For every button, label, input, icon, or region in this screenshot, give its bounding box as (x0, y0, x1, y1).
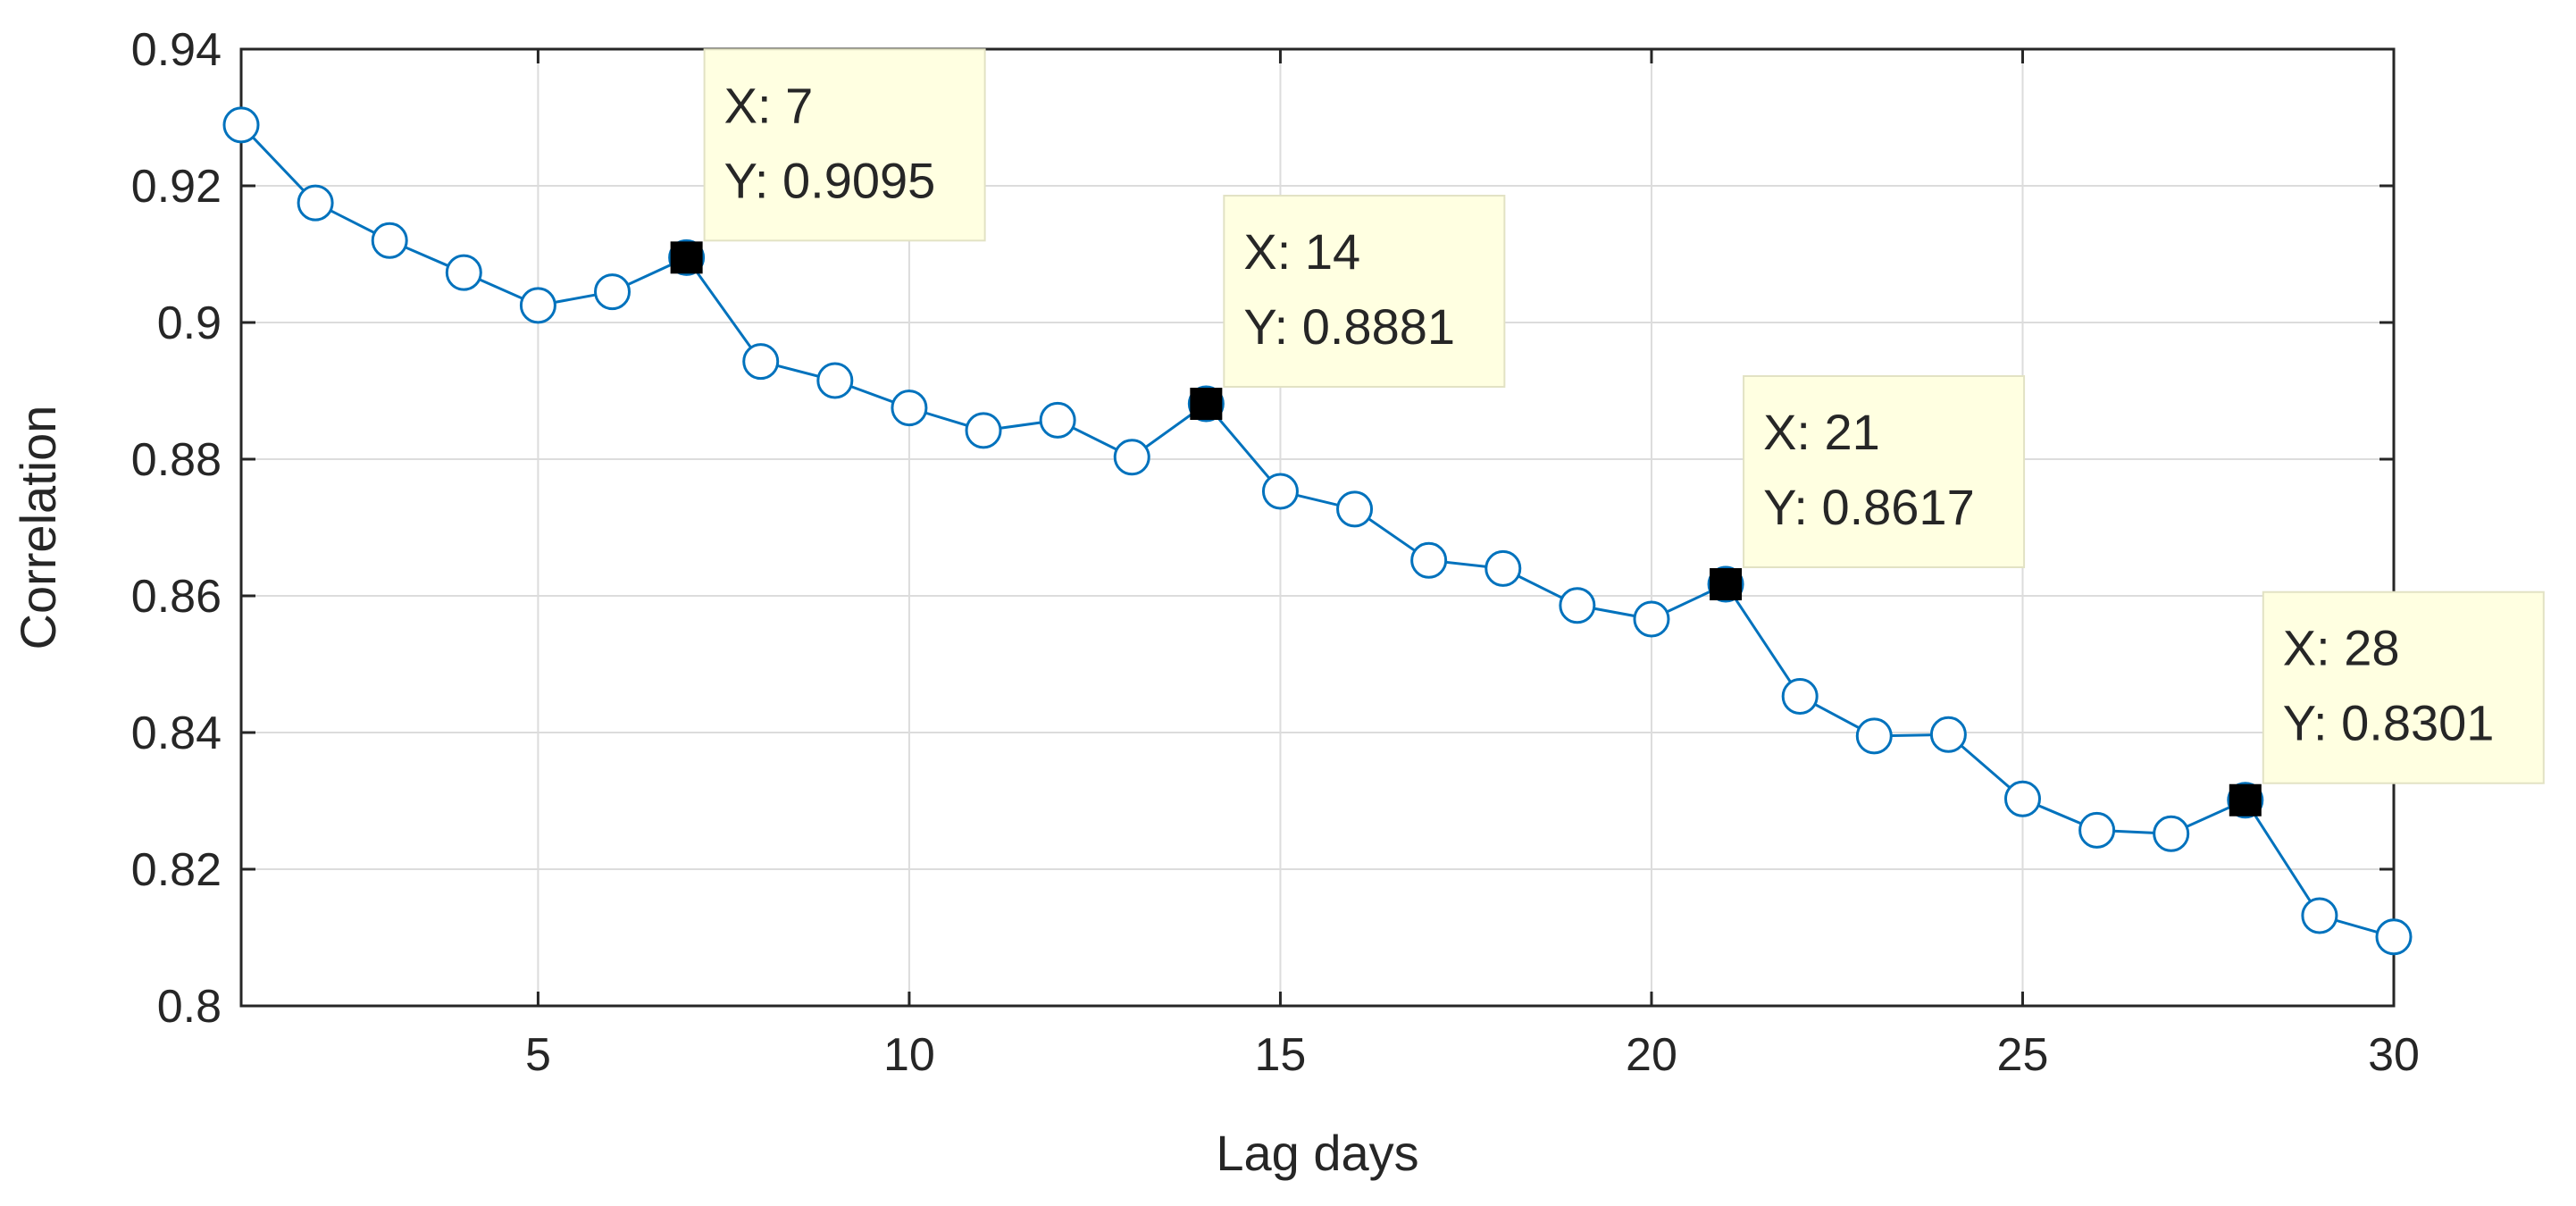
y-axis-ticks: 0.8 0.82 0.84 0.86 0.88 0.9 0.92 0.94 (131, 24, 2394, 1033)
data-point (1039, 401, 1076, 439)
data-point (1633, 600, 1670, 638)
datatip-marker (1710, 567, 1743, 600)
x-tick-label: 20 (1626, 1029, 1677, 1081)
data-point (1485, 549, 1522, 587)
x-tick-label: 25 (1997, 1029, 2049, 1081)
data-point (2375, 918, 2413, 956)
datatip-box (703, 48, 986, 242)
datatip-x-label: X: 14 (1243, 223, 1360, 280)
datatip-marker (1190, 388, 1223, 421)
data-point (222, 106, 260, 144)
x-tick-label: 5 (525, 1029, 551, 1081)
y-tick-label: 0.88 (131, 434, 222, 486)
data-point (2078, 811, 2116, 849)
y-tick-label: 0.84 (131, 708, 222, 759)
y-tick-label: 0.82 (131, 844, 222, 896)
datatip-y-label: Y: 0.8301 (2283, 695, 2495, 751)
datatip-marker (670, 241, 703, 274)
data-point (297, 184, 334, 222)
datatip-y-label: Y: 0.9095 (724, 152, 936, 208)
y-tick-label: 0.9 (157, 297, 222, 349)
datatip: X: 7 Y: 0.9095 (670, 48, 986, 274)
data-point (519, 287, 556, 324)
data-point (1113, 439, 1150, 476)
data-point (594, 273, 631, 311)
data-point (1261, 473, 1299, 510)
data-point (2153, 815, 2190, 852)
data-point (445, 254, 482, 291)
data-point (1559, 587, 1596, 624)
x-axis-label: Lag days (1216, 1125, 1418, 1181)
y-tick-label: 0.94 (131, 24, 222, 76)
data-point (1855, 717, 1893, 755)
datatip-box (2262, 590, 2545, 784)
series-correlation (222, 106, 2413, 956)
y-axis-label: Correlation (10, 406, 66, 650)
datatip: X: 14 Y: 0.8881 (1190, 195, 1506, 421)
data-point (2301, 897, 2338, 934)
datatip-x-label: X: 28 (2283, 620, 2400, 676)
y-tick-label: 0.92 (131, 161, 222, 213)
data-point (1336, 490, 1374, 528)
data-point (891, 389, 928, 427)
x-tick-label: 15 (1255, 1029, 1307, 1081)
plot-area-frame (239, 47, 2396, 1008)
data-point (742, 343, 780, 381)
data-point (816, 362, 854, 399)
data-point (1929, 716, 1967, 753)
datatip-y-label: Y: 0.8881 (1243, 298, 1455, 355)
datatip-x-label: X: 21 (1763, 404, 1880, 460)
x-tick-label: 10 (883, 1029, 935, 1081)
datatip-marker (2229, 783, 2262, 817)
data-point (2003, 780, 2041, 817)
datatip-box (1223, 195, 1506, 389)
datatip: X: 28 Y: 0.8301 (2229, 590, 2545, 817)
data-point (1410, 541, 1448, 579)
datatip-x-label: X: 7 (724, 77, 814, 133)
x-tick-label: 30 (2368, 1029, 2420, 1081)
data-point (371, 222, 408, 259)
y-tick-label: 0.8 (157, 981, 222, 1033)
x-axis-ticks: 5 10 15 20 25 30 (525, 49, 2420, 1081)
datatip: X: 21 Y: 0.8617 (1710, 374, 2026, 600)
y-tick-label: 0.86 (131, 571, 222, 623)
datatip-y-label: Y: 0.8617 (1763, 479, 1975, 535)
data-point (965, 412, 1002, 449)
datatip-box (1743, 374, 2026, 568)
data-point (1781, 677, 1819, 715)
datatips: X: 7 Y: 0.9095 X: 14 Y: 0.8881 X: 21 Y: 0.861… (670, 48, 2545, 817)
